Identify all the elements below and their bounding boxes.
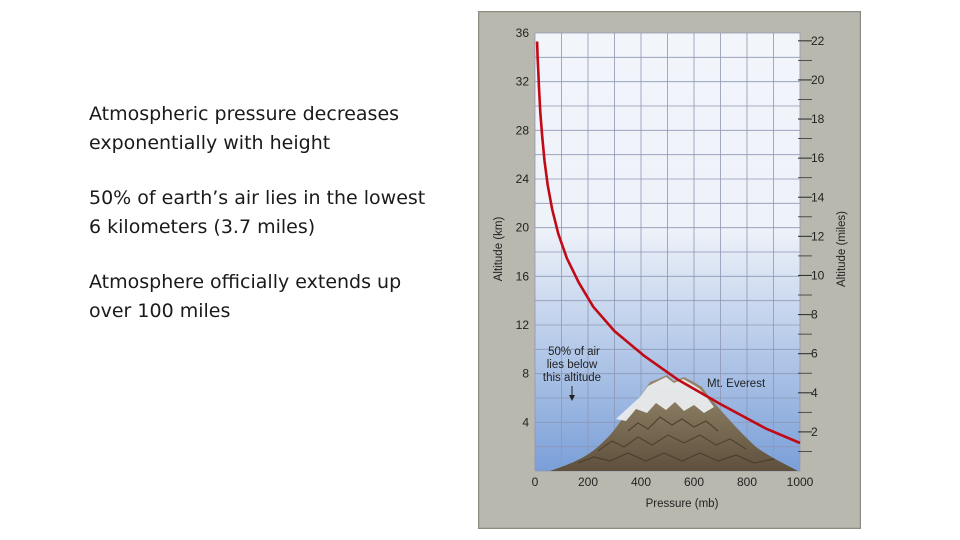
- bullet-list: Atmospheric pressure decreases exponenti…: [89, 100, 429, 352]
- y-right-tick-label: 4: [811, 386, 818, 400]
- y-right-tick-label: 10: [811, 268, 825, 282]
- mount-everest-illustration: [550, 375, 798, 471]
- annotation-line: 50% of air: [548, 346, 600, 358]
- y-right-tick-label: 6: [811, 347, 818, 361]
- y-tick-label: 20: [516, 221, 530, 235]
- y-right-tick-label: 14: [811, 190, 825, 204]
- y-right-tick-label: 20: [811, 73, 825, 87]
- y-tick-label: 8: [522, 367, 529, 381]
- x-tick-label: 800: [737, 475, 757, 489]
- y-right-tick-label: 2: [811, 425, 818, 439]
- y-axis-title: Altitude (km): [493, 217, 505, 282]
- annotation-arrowhead: [569, 395, 575, 401]
- y-tick-label: 4: [522, 415, 529, 429]
- y-tick-label: 28: [516, 123, 530, 137]
- y-right-tick-label: 8: [811, 308, 818, 322]
- x-tick-label: 400: [631, 475, 651, 489]
- x-tick-label: 200: [578, 475, 598, 489]
- bullet-text: Atmosphere officially extends up over 10…: [89, 271, 402, 322]
- y-axis-right-title: Altitude (miles): [836, 211, 848, 287]
- x-tick-label: 1000: [787, 475, 814, 489]
- x-tick-label: 0: [532, 475, 539, 489]
- right-axis-tick-labels: 2 4 6 8 10 12 14 16 18 20 22: [811, 34, 825, 439]
- bullet-text: 50% of earth’s air lies in the lowest 6 …: [89, 187, 426, 238]
- bullet-text: Atmospheric pressure decreases exponenti…: [89, 103, 400, 154]
- y-tick-label: 36: [516, 26, 530, 40]
- y-tick-label: 24: [516, 172, 530, 186]
- y-tick-label: 16: [516, 269, 530, 283]
- x-tick-label: 600: [684, 475, 704, 489]
- annotation-line: lies below: [547, 359, 598, 371]
- right-axis-tick-marks: [798, 40, 812, 452]
- y-right-tick-label: 22: [811, 34, 825, 48]
- y-right-tick-label: 18: [811, 112, 825, 126]
- mount-everest-label: Mt. Everest: [707, 378, 766, 390]
- y-right-tick-label: 12: [811, 229, 825, 243]
- y-tick-label: 32: [516, 75, 530, 89]
- x-axis-tick-labels: 0 200 400 600 800 1000: [532, 475, 814, 489]
- x-axis-title: Pressure (mb): [646, 498, 719, 510]
- pressure-altitude-figure: 4 8 12 16 20 24 28 32 36 2 4 6 8 10 12 14 16 18 20 22 0 200…: [478, 11, 861, 529]
- y-tick-label: 12: [516, 318, 530, 332]
- pressure-curve: [535, 41, 801, 445]
- left-axis-tick-labels: 4 8 12 16 20 24 28 32 36: [516, 26, 530, 429]
- y-right-tick-label: 16: [811, 151, 825, 165]
- annotation-line: this altitude: [543, 372, 601, 384]
- half-air-annotation: 50% of air lies below this altitude: [543, 346, 601, 401]
